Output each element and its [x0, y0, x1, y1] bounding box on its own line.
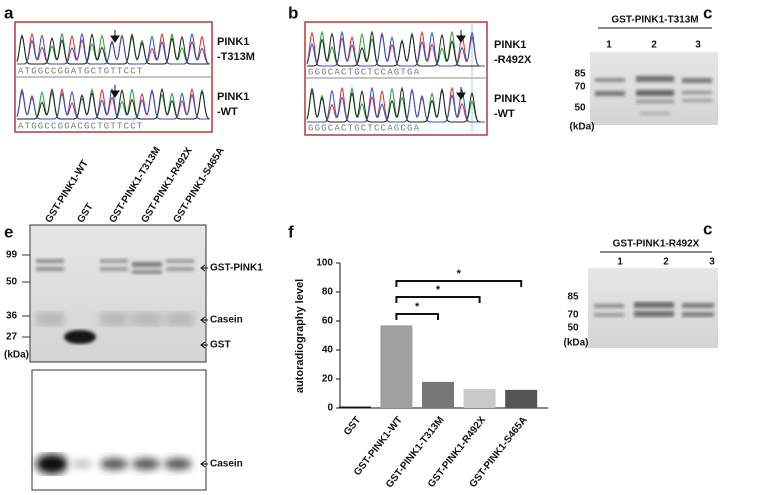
gel-title: GST-PINK1-T313M	[611, 15, 698, 26]
y-tick-label: 40	[322, 345, 334, 356]
band-label: Casein	[210, 459, 243, 470]
marker-label: 85	[574, 69, 586, 80]
arrow	[200, 264, 208, 272]
marker-label: 70	[574, 82, 586, 93]
trace-label: -R492X	[494, 54, 532, 66]
trace-label: PINK1	[217, 36, 249, 48]
arrow	[200, 316, 208, 324]
trace-label: PINK1	[494, 39, 526, 51]
y-tick-label: 20	[322, 374, 334, 385]
lane-label: 3	[695, 40, 701, 51]
lane-label: 2	[663, 257, 669, 268]
marker-label: 85	[567, 292, 579, 303]
bar	[505, 389, 538, 408]
significance-label: *	[457, 268, 462, 280]
significance-bracket	[395, 313, 439, 320]
panel-label: e	[4, 222, 13, 241]
lane-label: 1	[606, 40, 612, 51]
trace-line	[307, 30, 485, 67]
bar	[463, 389, 496, 408]
lane-label: 3	[709, 257, 715, 268]
arrow	[110, 85, 120, 98]
trace-label: -WT	[217, 106, 238, 118]
marker-label: 99	[6, 250, 18, 261]
trace-label: PINK1	[494, 93, 526, 105]
x-tick-label: GST	[342, 415, 363, 438]
unit-label: (kDa)	[4, 350, 29, 361]
band-label: Casein	[210, 315, 243, 326]
bar	[380, 325, 413, 408]
marker-label: 50	[574, 103, 586, 114]
sequence: ATGGCCGGATGCTGTTCCT	[18, 66, 143, 76]
y-tick-label: 80	[322, 287, 334, 298]
arrow	[456, 87, 466, 100]
marker-label: 27	[6, 332, 18, 343]
panel-label: b	[288, 3, 298, 22]
band-label: GST	[210, 340, 231, 351]
panel-label: a	[4, 3, 14, 22]
arrow	[200, 341, 208, 349]
marker-label: 50	[567, 323, 579, 334]
trace	[16, 32, 211, 65]
significance-label: *	[436, 284, 441, 296]
y-tick-label: 0	[327, 403, 333, 414]
significance-bracket	[395, 296, 481, 303]
autoradiogram	[31, 369, 207, 491]
trace-line	[306, 30, 485, 67]
trace-line	[307, 86, 485, 123]
band-label: GST-PINK1	[210, 263, 263, 274]
panel-label: c	[703, 3, 712, 22]
arrow	[456, 30, 466, 43]
trace-line	[16, 32, 210, 65]
sequence: GGGCACTGCTCCAGCGA	[308, 123, 420, 133]
panel-label: c	[703, 219, 712, 238]
sequence: GGGCACTGCTCCAGTGA	[308, 67, 420, 77]
trace-label: PINK1	[217, 91, 249, 103]
trace	[306, 30, 485, 67]
arrow	[110, 30, 120, 43]
lane-label: 1	[617, 257, 623, 268]
y-axis-label: autoradiography level	[294, 279, 306, 393]
gel-title: GST-PINK1-R492X	[613, 239, 700, 250]
marker-label: 36	[6, 311, 18, 322]
bar-chart: 020406080100GSTGST-PINK1-WTGST-PINK1-T31…	[316, 258, 548, 490]
lane-label: GST	[75, 202, 95, 225]
trace-line	[17, 32, 211, 65]
trace-label: -T313M	[217, 51, 255, 63]
bar	[422, 381, 454, 408]
marker-label: 50	[6, 277, 18, 288]
y-tick-label: 100	[316, 258, 333, 269]
gel	[590, 52, 718, 125]
trace-line	[17, 87, 211, 120]
sequence: ATGGCCGGACGCTGTTCCT	[18, 121, 143, 131]
bar	[338, 406, 371, 408]
lane-label: 2	[651, 40, 657, 51]
marker-label: 70	[567, 310, 579, 321]
unit-label: (kDa)	[563, 338, 588, 349]
trace-label: -WT	[494, 108, 515, 120]
unit-label: (kDa)	[569, 122, 594, 133]
significance-bracket	[395, 280, 523, 287]
y-tick-label: 60	[322, 316, 334, 327]
trace	[306, 86, 485, 123]
gel	[29, 224, 207, 363]
panel-label: f	[288, 222, 294, 241]
significance-label: *	[415, 301, 420, 313]
arrow	[200, 460, 208, 468]
gel	[588, 268, 718, 348]
trace-line	[306, 86, 485, 123]
